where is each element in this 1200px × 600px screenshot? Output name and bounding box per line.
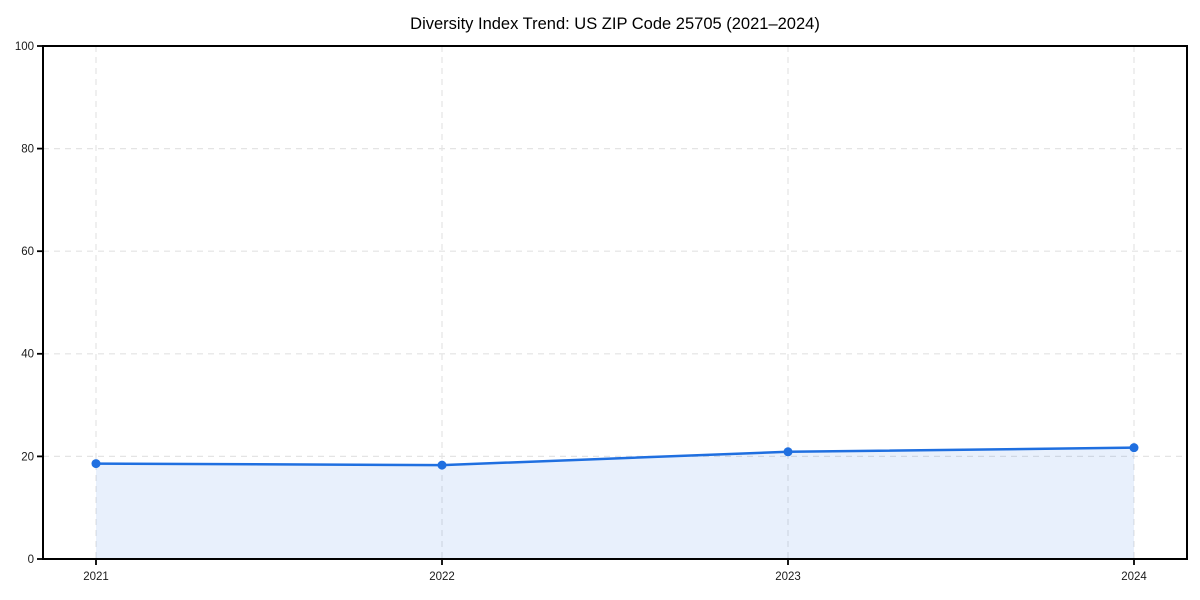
chart-title: Diversity Index Trend: US ZIP Code 25705… xyxy=(410,15,820,33)
axis-frame xyxy=(42,45,1188,560)
data-point-2022 xyxy=(437,460,447,470)
data-point-2023 xyxy=(783,447,793,457)
y-tick-label: 20 xyxy=(21,451,34,463)
data-point-2024 xyxy=(1129,443,1139,453)
y-tick-label: 40 xyxy=(21,349,34,361)
x-tick-label: 2022 xyxy=(429,571,455,583)
data-point-2021 xyxy=(91,459,101,469)
x-tick-label: 2021 xyxy=(83,571,109,583)
trend-line xyxy=(94,446,1136,467)
y-tick-label: 0 xyxy=(28,554,34,566)
x-tick-label: 2023 xyxy=(775,571,801,583)
y-tick-label: 100 xyxy=(15,41,34,53)
x-tick-label: 2024 xyxy=(1121,571,1147,583)
y-tick-label: 80 xyxy=(21,144,34,156)
area-fill xyxy=(96,447,1134,559)
y-tick-label: 60 xyxy=(21,246,34,258)
